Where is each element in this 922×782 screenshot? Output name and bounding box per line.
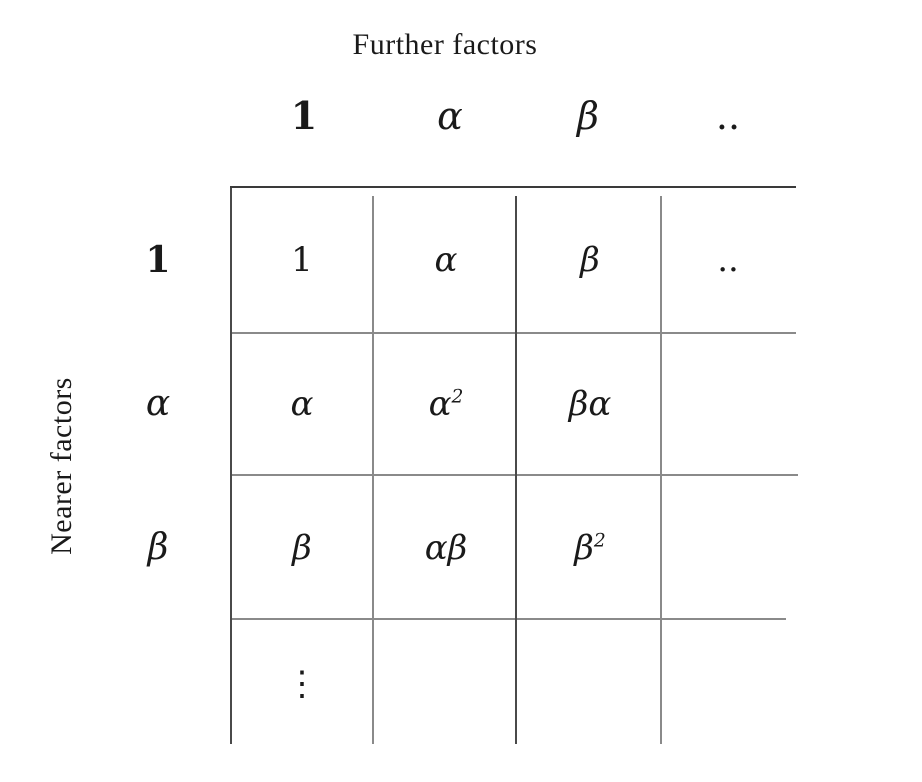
row-divider-1 <box>232 332 796 334</box>
row-header-1: 1 <box>145 239 171 281</box>
cell-vertical-ellipsis: ⋮ <box>285 664 319 704</box>
cell-beta-1: β <box>292 528 312 568</box>
cell-alpha-1: α <box>290 384 314 424</box>
column-divider-2 <box>515 196 517 744</box>
row-header-beta: β <box>147 527 169 568</box>
row-divider-3 <box>232 618 786 620</box>
cell-1-1: 1 <box>291 240 313 280</box>
cell-alpha-beta: βα <box>568 384 612 424</box>
column-header-beta: β <box>577 94 599 138</box>
exponent-beta-squared: 2 <box>593 530 606 552</box>
cell-1-alpha: α <box>434 240 458 280</box>
column-divider-1 <box>372 196 374 744</box>
further-factors-title: Further factors <box>352 28 538 61</box>
cell-alpha-alpha: α2 <box>428 384 464 424</box>
column-header-alpha: α <box>437 94 463 138</box>
cell-1-ellipsis: .. <box>717 240 739 280</box>
column-header-1: 1 <box>290 93 318 138</box>
cell-beta-alpha: αβ <box>424 528 468 568</box>
column-divider-left <box>230 188 232 744</box>
column-divider-3 <box>660 196 662 744</box>
cell-beta-beta: β2 <box>574 528 606 568</box>
cell-1-beta: β <box>580 240 600 280</box>
nearer-factors-title: Nearer factors <box>45 377 78 555</box>
row-header-alpha: α <box>145 383 171 424</box>
exponent-alpha-squared: 2 <box>451 386 464 408</box>
top-rule <box>230 186 796 188</box>
column-header-ellipsis: .. <box>715 94 741 138</box>
